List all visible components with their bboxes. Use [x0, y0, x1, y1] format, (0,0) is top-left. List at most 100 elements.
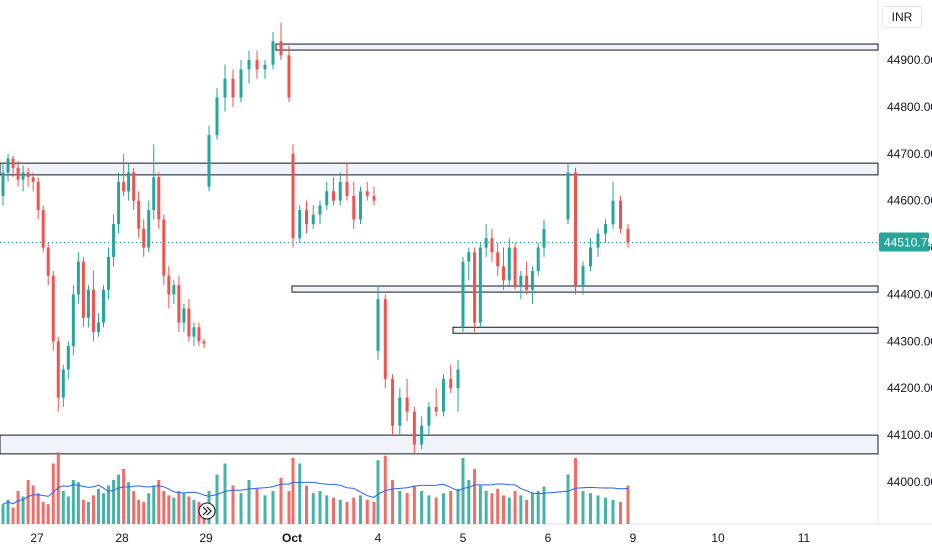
volume-bar — [398, 491, 402, 524]
candle-body — [96, 322, 100, 332]
volume-bar — [26, 480, 30, 524]
volume-bar — [376, 460, 380, 524]
volume-bar — [461, 458, 465, 524]
volume-bar — [291, 458, 295, 524]
candle-body — [231, 78, 235, 98]
volume-bar — [255, 488, 259, 524]
supply-demand-zone — [0, 434, 879, 455]
candle-body — [434, 406, 438, 412]
candle-body — [332, 191, 335, 201]
candle-body — [36, 181, 40, 211]
candle-body — [11, 158, 15, 168]
volume-bar — [581, 491, 585, 524]
volume-bar — [287, 491, 291, 524]
candle-body — [102, 289, 105, 323]
volume-bar — [81, 499, 85, 524]
volume-bar — [147, 493, 151, 524]
price-tick-label: 44000.00 — [887, 475, 932, 489]
volume-bar — [46, 504, 50, 524]
volume-bar — [177, 491, 181, 524]
volume-bar — [513, 491, 517, 524]
candle-body — [197, 327, 201, 342]
volume-bar — [167, 495, 171, 524]
candle-body — [26, 172, 30, 178]
volume-bar — [456, 488, 460, 524]
candle-body — [449, 378, 453, 389]
candle-body — [427, 406, 431, 426]
candle-body — [596, 233, 600, 248]
candle-body — [604, 224, 607, 234]
volume-bar — [434, 497, 438, 524]
volume-bar — [112, 480, 116, 524]
candle-body — [478, 247, 482, 323]
date-tick-label: 6 — [545, 531, 552, 545]
volume-bar — [157, 480, 161, 524]
date-tick-label: Oct — [282, 531, 302, 545]
candle-body — [530, 271, 534, 290]
volume-bar — [405, 493, 409, 524]
candle-body — [223, 78, 227, 98]
candle-body — [107, 256, 111, 290]
date-tick-label: 28 — [115, 531, 129, 545]
volume-bar — [372, 502, 376, 524]
volume-bar — [132, 491, 136, 524]
volume-bar — [76, 482, 80, 524]
candle-body — [61, 369, 65, 398]
volume-bar — [172, 497, 176, 524]
last-price-label: 44510.75 — [884, 236, 932, 250]
candle-body — [207, 135, 211, 187]
volume-bar — [530, 493, 534, 524]
price-tick-label: 44900.00 — [887, 53, 932, 67]
candle-body — [502, 266, 505, 281]
volume-ma-line — [2, 481, 629, 505]
candle-body — [162, 219, 166, 276]
candle-body — [91, 289, 95, 332]
volume-bar — [412, 485, 416, 524]
volume-bar — [611, 499, 615, 524]
volume-bar — [51, 463, 55, 524]
volume-bar — [420, 491, 424, 524]
currency-label[interactable]: INR — [882, 6, 922, 28]
candle-body — [263, 64, 267, 70]
price-tick-label: 44300.00 — [887, 334, 932, 348]
volume-bar — [279, 477, 283, 524]
volume-bar — [271, 491, 275, 524]
candle-body — [311, 214, 315, 225]
candle-body — [46, 247, 50, 276]
candle-body — [177, 285, 181, 323]
volume-bar — [187, 496, 191, 524]
price-tick-label: 44700.00 — [887, 147, 932, 161]
candle-body — [467, 252, 471, 262]
date-tick-label: 29 — [199, 531, 213, 545]
volume-bar — [239, 493, 243, 524]
candle-body — [398, 397, 402, 426]
volume-bar — [427, 495, 431, 524]
price-tick-label: 44800.00 — [887, 100, 932, 114]
volume-bar — [574, 458, 577, 524]
supply-demand-zone — [275, 43, 879, 51]
candle-body — [182, 308, 186, 323]
candle-body — [71, 294, 75, 347]
volume-bar — [311, 493, 315, 524]
candle-body — [318, 205, 322, 215]
volume-bar — [391, 480, 395, 524]
supply-demand-zone — [452, 326, 879, 334]
candle-body — [172, 285, 176, 295]
candle-body — [31, 177, 35, 182]
candle-body — [626, 228, 630, 243]
volume-bar — [490, 493, 494, 524]
volume-bar — [542, 486, 546, 524]
volume-bar — [589, 493, 592, 524]
volume-bar — [71, 480, 75, 524]
volume-bar — [66, 496, 70, 524]
candle-body — [383, 299, 387, 379]
candle-body — [338, 181, 342, 201]
volume-bar — [449, 491, 453, 524]
candle-body — [619, 200, 622, 229]
volume-bar — [91, 495, 95, 524]
volume-bar — [152, 485, 156, 524]
candle-body — [6, 158, 10, 173]
volume-bar — [359, 495, 362, 524]
